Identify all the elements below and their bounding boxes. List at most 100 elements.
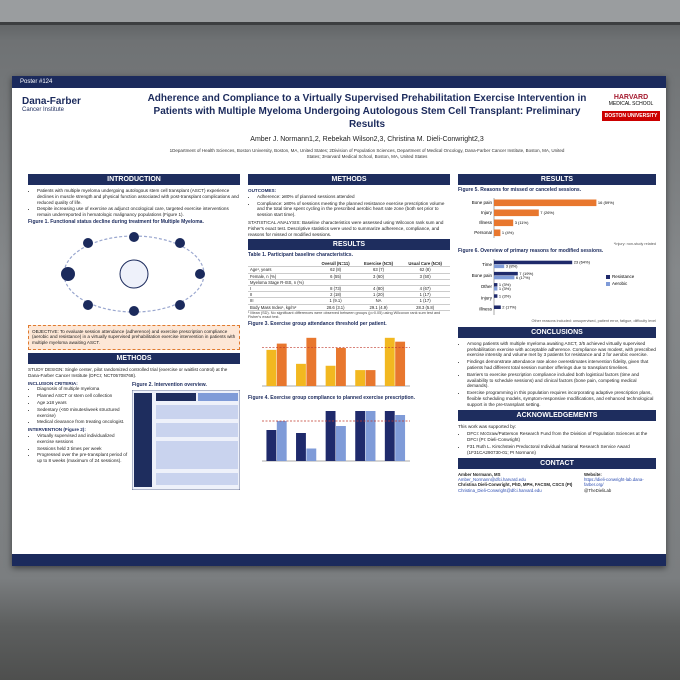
figure-caption: Figure 4. Exercise group compliance to p… <box>248 394 415 401</box>
legend-label: Aerobic <box>612 281 628 286</box>
bar <box>355 369 366 386</box>
bar <box>494 199 597 206</box>
bar <box>365 369 376 386</box>
contact-web: Website: https://dieli-conwright-lab.dan… <box>584 472 656 494</box>
figure-caption: Figure 2. Intervention overview. <box>132 381 207 388</box>
subheading: OUTCOMES: <box>248 188 277 193</box>
table-header: Exercise (N=5) <box>356 261 401 268</box>
figure-caption: Figure 6. Overview of primary reasons fo… <box>458 248 604 255</box>
figure-caption: Figure 1. Functional status decline duri… <box>28 218 204 225</box>
bullet: Among patients with multiple myeloma awa… <box>467 341 656 358</box>
table-cell: Age¹, years <box>248 266 315 274</box>
table-row: III 1 (9.1) NA 1 (17) <box>248 297 450 305</box>
table-cell: 28.6 (3.1) <box>314 304 357 311</box>
bar <box>276 421 287 462</box>
table-cell: 1 (9.1) <box>314 297 357 305</box>
ack-intro: This work was supported by: <box>458 423 517 429</box>
table-cell: 1 (17) <box>400 297 450 305</box>
harvard-logo: HARVARD <box>613 94 649 101</box>
wall-top <box>0 0 680 25</box>
bar <box>365 411 376 462</box>
bar <box>355 411 366 462</box>
bullet: Age ≥18 years <box>37 400 128 406</box>
logo-right: HARVARD MEDICAL SCHOOL BOSTON UNIVERSITY <box>602 94 660 121</box>
contact-name: Amber Normann, MS <box>458 471 501 477</box>
website: https://dieli-conwright-lab.dana-farber.… <box>584 476 644 488</box>
legend-label: Resistance <box>612 274 635 279</box>
section-heading: METHODS <box>248 174 450 185</box>
figure-caption: Figure 5. Reasons for missed or canceled… <box>458 187 582 193</box>
section-heading: INTRODUCTION <box>28 174 240 185</box>
table: Overall (N=11) Exercise (N=5) Usual Care (… <box>248 261 450 311</box>
figure-6-chart: Time Bone pain Other Injury Illness 23 (64%) 7… <box>472 259 635 316</box>
figure-caption: Figure 3. Exercise group attendance thre… <box>248 320 387 327</box>
bullet: Despite increasing use of exercise as ad… <box>37 206 240 218</box>
value-label: 1 (4%) <box>502 230 514 235</box>
table-caption: Table 1. Participant baseline characteri… <box>248 252 353 259</box>
figure-4-chart <box>262 411 410 462</box>
category-label: Other <box>481 284 493 289</box>
poster: Poster #124 Dana-Farber Cancer Institute… <box>12 76 666 566</box>
bullet-list: Diagnosis of multiple myelomaPlanned ASC… <box>28 386 128 425</box>
bullet: Diagnosis of multiple myeloma <box>37 386 128 392</box>
table-row: II 2 (18) 1 (20) 1 (17) <box>248 291 450 299</box>
criteria: INCLUSION CRITERIA: Diagnosis of multipl… <box>28 381 128 493</box>
figure-note: *Injury: non-study related <box>613 241 656 246</box>
table-header: Usual Care (N=6) <box>400 261 450 268</box>
bar <box>325 411 336 462</box>
table-corner <box>248 261 315 268</box>
bar <box>395 415 406 462</box>
figure-1-diagram <box>61 231 205 316</box>
logo-left: Dana-Farber Cancer Institute <box>22 96 132 113</box>
legend-swatch <box>606 282 610 287</box>
bullet: Findings demonstrate attendance rate alo… <box>467 359 656 371</box>
bullet-list: Virtually supervised and individualized … <box>28 433 128 464</box>
bar <box>494 219 514 226</box>
bullet: Barriers to exercise prescription compli… <box>467 372 656 389</box>
bar <box>336 426 346 462</box>
affiliations: 1Department of Health Sciences, Boston U… <box>169 148 565 159</box>
subheading: INTERVENTION (Figure 2): <box>28 427 86 433</box>
section-heading: CONCLUSIONS <box>458 326 656 338</box>
bar <box>276 343 287 386</box>
bullet: F31 Ruth L. Kirschstein Predoctoral Indi… <box>467 444 656 456</box>
bullet: Compliance: ≥80% of sessions meeting the… <box>257 201 450 218</box>
table-cell: III <box>248 297 315 305</box>
table-cell: 28.3 (5.8) <box>400 304 450 311</box>
bar <box>494 272 518 276</box>
bar <box>266 349 277 386</box>
value-label: 7 (26%) <box>540 210 555 215</box>
bar <box>296 433 306 462</box>
table-cell: 1 (20) <box>356 291 401 299</box>
value-label: 7 (19%) <box>519 271 534 276</box>
table-footnote: ¹ Mean (SD). No significant differences … <box>248 310 441 320</box>
bar <box>494 275 515 280</box>
value-label: 1 (3%) <box>499 282 511 287</box>
website-label: Website: <box>584 471 602 477</box>
bu-logo: BOSTON UNIVERSITY <box>602 111 660 121</box>
middle-column: METHODS OUTCOMES: Adherence: ≥80% of pla… <box>248 172 450 550</box>
table-cell: 62 (8) <box>400 266 450 274</box>
value-label: 1 (3%) <box>499 286 511 291</box>
bar <box>384 337 395 386</box>
bullet: Adherence: ≥80% of planned sessions atte… <box>257 194 450 200</box>
table-row: Age¹, years 62 (8) 63 (7) 62 (8) <box>248 266 450 274</box>
bar <box>306 337 317 386</box>
right-column: RESULTS Figure 5. Reasons for missed or … <box>458 172 656 550</box>
bar <box>494 305 501 310</box>
legend-swatch <box>606 275 610 280</box>
value-label: 3 (11%) <box>515 220 529 225</box>
section-heading: CONTACT <box>458 457 656 469</box>
bar <box>395 341 406 386</box>
statistical-analysis: STATISTICAL ANALYSIS: Baseline character… <box>248 219 444 237</box>
section-heading: RESULTS <box>248 239 450 251</box>
bullet: DFCI: McGraw/Patterson Research Fund fro… <box>467 431 656 443</box>
bar <box>384 411 395 462</box>
bar <box>325 365 336 386</box>
category-label: Injury <box>481 210 493 215</box>
table-cell: 6 (55) <box>314 273 357 280</box>
table-row: Body Mass Index¹, kg/m² 28.6 (3.1) 29.1 (4… <box>248 304 450 311</box>
